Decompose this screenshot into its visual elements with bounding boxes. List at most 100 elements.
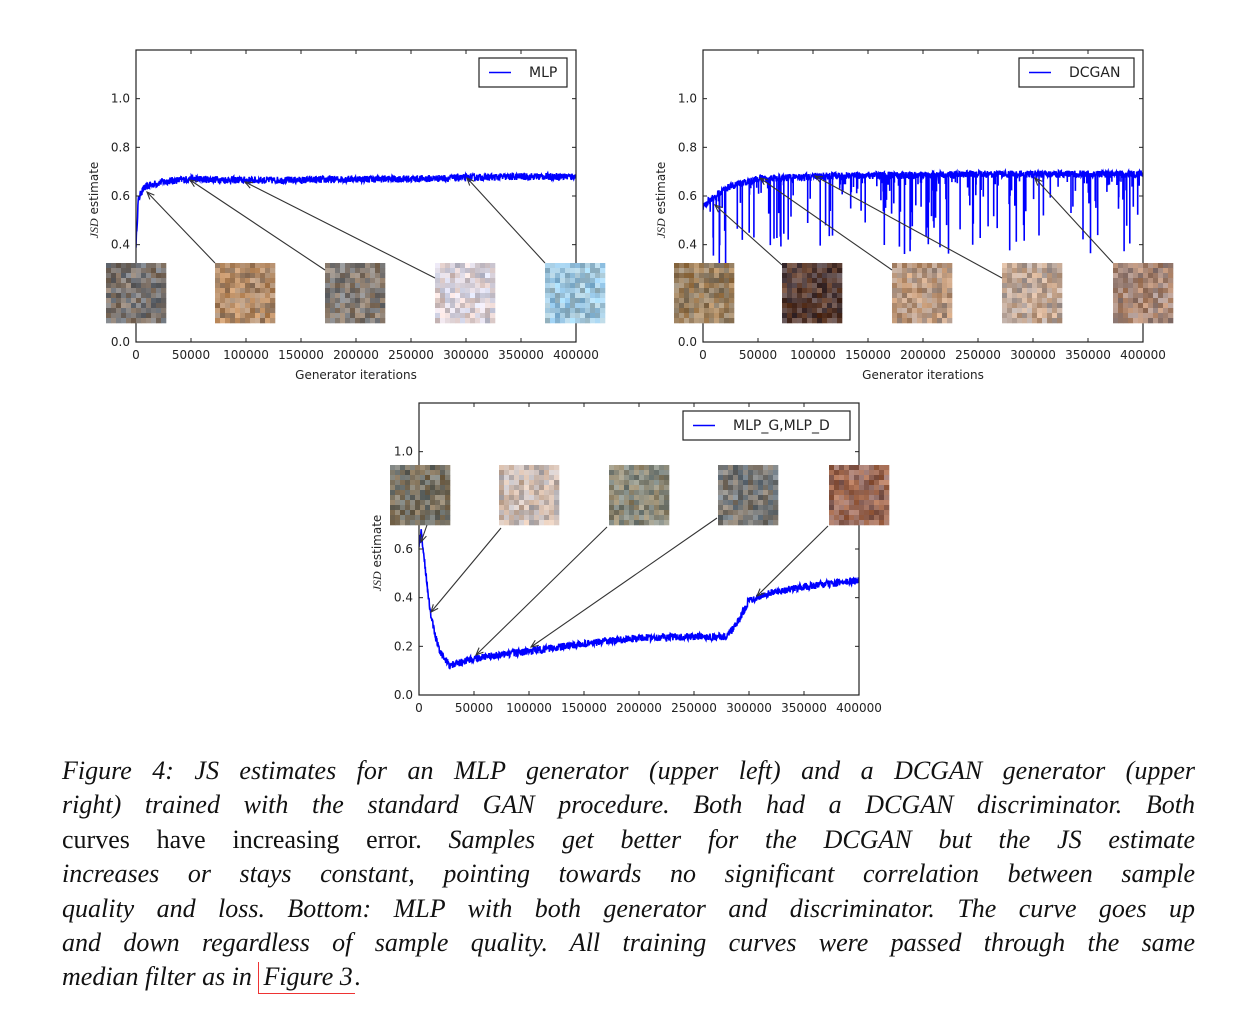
sample-image-pixel [748,480,754,486]
sample-image-pixel [884,470,890,476]
sample-image-pixel [405,470,411,476]
sample-image-pixel [718,515,724,521]
sample-image-pixel [1123,303,1129,309]
sample-image-pixel [539,475,545,481]
sample-image-pixel [864,505,870,511]
sample-image-pixel [684,308,690,314]
arrow-head [1034,176,1043,186]
sample-image-pixel [664,485,670,491]
sample-image-pixel [797,268,803,274]
sample-image-pixel [1007,318,1013,324]
sample-image-pixel [1138,283,1144,289]
sample-image [325,263,386,324]
sample-image-pixel [440,303,446,309]
sample-image-pixel [1042,283,1048,289]
sample-image-pixel [859,485,865,491]
sample-image-pixel [1158,313,1164,319]
sample-image-pixel [797,273,803,279]
sample-image-pixel [753,515,759,521]
sample-image-pixel [595,303,601,309]
sample-image-pixel [570,263,576,269]
sample-image-pixel [590,308,596,314]
sample-image-pixel [435,313,441,319]
sample-image-pixel [1168,273,1174,279]
sample-image-pixel [430,505,436,511]
caption-line: median filter as in Figure 3. [62,960,1195,995]
sample-image-pixel [1037,298,1043,304]
sample-image-pixel [884,485,890,491]
sample-image-pixel [485,288,491,294]
sample-image-pixel [514,495,520,501]
sample-image-pixel [807,308,813,314]
sample-image-pixel [724,273,730,279]
sample-image-pixel [325,313,331,319]
sample-image-pixel [450,308,456,314]
sample-image-pixel [897,303,903,309]
figure-caption: Figure 4: JS estimates for an MLP genera… [62,754,1195,995]
x-tick-label: 200000 [616,701,662,715]
sample-image-pixel [874,475,880,481]
sample-image-pixel [440,485,446,491]
sample-image-pixel [595,318,601,324]
sample-image-pixel [400,510,406,516]
sample-image-pixel [554,485,560,491]
sample-image-pixel [917,293,923,299]
sample-image-pixel [832,268,838,274]
sample-image-pixel [807,293,813,299]
arrow-head [188,179,198,187]
sample-image-pixel [585,293,591,299]
sample-image-pixel [1017,293,1023,299]
sample-image-pixel [832,313,838,319]
sample-image-pixel [514,505,520,511]
sample-image-pixel [260,298,266,304]
sample-image-pixel [719,273,725,279]
sample-image-pixel [659,505,665,511]
sample-image-pixel [659,510,665,516]
sample-image-pixel [644,475,650,481]
sample-image-pixel [922,288,928,294]
sample-image-pixel [255,268,261,274]
sample-image-pixel [874,470,880,476]
caption-text: . [354,962,362,992]
sample-image-pixel [768,510,774,516]
annotation-arrow [419,524,428,544]
sample-image-pixel [360,288,366,294]
sample-image-pixel [817,278,823,284]
sample-image-pixel [111,293,117,299]
y-axis-label: JSD estimate [654,162,668,239]
sample-image-pixel [131,263,137,269]
sample-image-pixel [624,485,630,491]
sample-image-pixel [932,263,938,269]
sample-image-pixel [360,318,366,324]
sample-image-pixel [600,308,606,314]
sample-image-pixel [634,495,640,501]
sample-image-pixel [156,283,162,289]
sample-image-pixel [1002,313,1008,319]
sample-image-pixel [106,278,112,284]
sample-image-pixel [1002,288,1008,294]
legend-label: MLP [529,65,557,81]
sample-image-pixel [544,500,550,506]
sample-image-pixel [748,510,754,516]
sample-image-pixel [460,278,466,284]
sample-image-pixel [595,313,601,319]
sample-image-pixel [375,273,381,279]
figure-3-link[interactable]: Figure 3 [258,962,355,995]
sample-image-pixel [869,505,875,511]
sample-image-pixel [758,515,764,521]
sample-image-pixel [729,303,735,309]
sample-image-pixel [1002,268,1008,274]
sample-image-pixel [440,288,446,294]
sample-image-pixel [539,515,545,521]
sample-image-pixel [897,288,903,294]
sample-image-pixel [1037,313,1043,319]
sample-image-pixel [659,490,665,496]
sample-image-pixel [912,268,918,274]
sample-image-pixel [874,490,880,496]
sample-image-pixel [738,475,744,481]
sample-image-pixel [370,273,376,279]
sample-image-pixel [859,490,865,496]
sample-image-pixel [330,273,336,279]
sample-image-pixel [942,263,948,269]
sample-image-pixel [634,510,640,516]
